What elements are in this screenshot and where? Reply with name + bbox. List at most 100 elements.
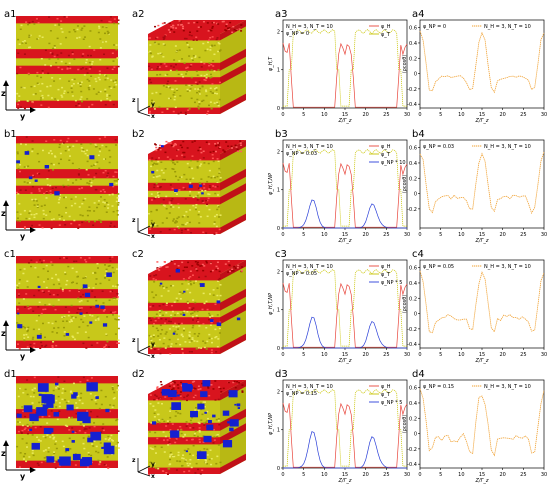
xtick-label: 0 [418, 232, 421, 238]
xtick-label: 30 [404, 232, 410, 238]
svg-text:z: z [132, 457, 136, 464]
corr-plot-a: 0 5 10 15 20 25 30 -0.4 -0.2 0 0.2 0.4 0.6 Z/Γ_z ⟨ρcos… [402, 19, 547, 124]
xtick-label: 25 [520, 232, 526, 238]
xtick-label: 30 [541, 472, 547, 478]
legend-entry: φ_T [381, 152, 391, 158]
xtick-label: 25 [383, 232, 389, 238]
xtick-label: 20 [499, 232, 505, 238]
xlabel: Z/Γ_z [474, 238, 488, 244]
xtick-label: 15 [479, 112, 485, 118]
ytick-label: 0.2 [409, 416, 417, 422]
snapshot-side-a: zy [1, 16, 120, 121]
corr-line [419, 151, 545, 215]
snapshot-cube-b: z yx [132, 140, 246, 240]
panel-label-b2: b2 [132, 129, 145, 140]
xtick-label: 15 [342, 232, 348, 238]
svg-text:y: y [151, 341, 155, 348]
ytick-label: 1 [277, 68, 280, 74]
legend-entry: φ_NP * 10 [381, 160, 406, 166]
xtick-label: 20 [362, 112, 368, 118]
ylabel: ⟨ρcosθ⟩ [402, 415, 408, 434]
xtick-label: 0 [418, 112, 421, 118]
legend-entry: φ_H [381, 144, 391, 150]
ylabel: ⟨ρcosθ⟩ [402, 55, 408, 74]
xtick-label: 10 [458, 112, 464, 118]
svg-text:z: z [132, 97, 136, 104]
snapshot-cube-d: z yx [132, 380, 246, 480]
panel-label-a1: a1 [4, 9, 17, 20]
xtick-label: 10 [458, 472, 464, 478]
phi-text: φ_NP = 0.15 [286, 391, 317, 397]
ytick-label: 1 [277, 428, 280, 434]
xtick-label: 20 [362, 232, 368, 238]
ytick-label: 2 [277, 149, 280, 155]
panel-label-b4: b4 [412, 129, 425, 140]
panel-label-a3: a3 [275, 9, 288, 20]
legend-entry: φ_NP * 5 [381, 400, 402, 406]
ytick-label: -0.4 [407, 342, 417, 348]
svg-text:z: z [132, 337, 136, 344]
params-text: N_H = 3, N_T = 10 [286, 264, 333, 270]
panel-label-d3: d3 [275, 369, 288, 380]
panel-label-c4: c4 [412, 249, 424, 260]
panel-label-c3: c3 [275, 249, 287, 260]
phi-text: φ_NP = 0.05 [286, 271, 317, 277]
corr-plot-b: 0 5 10 15 20 25 30 -0.2 0 0.2 0.4 0.6 Z/Γ_z ⟨ρcosθ⟩ φ_… [402, 139, 547, 244]
ytick-label: 0 [277, 346, 280, 352]
ytick-label: 0.2 [409, 56, 417, 62]
legend-entry: φ_NP * 5 [381, 280, 402, 286]
legend-entry: φ_H [381, 24, 391, 30]
axis-y-label: y [20, 352, 26, 361]
xtick-label: 10 [321, 472, 327, 478]
corr-plot-c: 0 5 10 15 20 25 30 -0.4 -0.2 0 0.2 0.4 0.6 Z/Γ_z ⟨ρcos… [402, 259, 547, 364]
xtick-label: 30 [541, 232, 547, 238]
xtick-label: 20 [362, 352, 368, 358]
params-text: N_H = 3, N_T = 10 [286, 144, 333, 150]
xtick-label: 15 [479, 232, 485, 238]
legend-entry: φ_H [381, 384, 391, 390]
xtick-label: 5 [302, 112, 305, 118]
xtick-label: 0 [281, 472, 284, 478]
svg-text:x: x [151, 233, 155, 240]
ylabel: φ_H,T [268, 56, 274, 71]
density-plot-d: 0 5 10 15 20 25 30 0 1 2 Z/Γ_z φ_H,T,NP φ_H φ_T φ_NP *… [268, 379, 410, 484]
xtick-label: 5 [439, 352, 442, 358]
panel-label-a4: a4 [412, 9, 425, 20]
ytick-label: 1 [277, 188, 280, 194]
xtick-label: 30 [404, 112, 410, 118]
ytick-label: 0.2 [409, 296, 417, 302]
ytick-label: 0 [414, 312, 417, 318]
xlabel: Z/Γ_z [337, 238, 351, 244]
svg-text:x: x [151, 113, 155, 120]
snapshot-side-b: zy [1, 136, 120, 241]
corr-line [419, 270, 545, 334]
ylabel: φ_H,T,NP [268, 173, 274, 195]
ytick-label: -0.4 [407, 102, 417, 108]
ytick-label: 0.4 [409, 281, 417, 287]
ytick-label: -0.2 [407, 87, 417, 93]
xlabel: Z/Γ_z [474, 358, 488, 364]
legend-entry: N_H = 3, N_T = 10 [484, 384, 531, 390]
panel-label-d2: d2 [132, 369, 145, 380]
xlabel: Z/Γ_z [474, 478, 488, 484]
xlabel: Z/Γ_z [337, 478, 351, 484]
ytick-label: -0.2 [407, 207, 417, 213]
snapshot-side-c: zy [1, 256, 120, 361]
ytick-label: 0 [414, 72, 417, 78]
ytick-label: 0.2 [409, 176, 417, 182]
phi-text: φ_NP = 0.05 [423, 264, 454, 270]
series-line [283, 29, 407, 107]
xtick-label: 20 [499, 352, 505, 358]
ytick-label: -0.2 [407, 447, 417, 453]
xtick-label: 25 [383, 112, 389, 118]
xtick-label: 15 [479, 352, 485, 358]
phi-text: φ_NP = 0.03 [286, 151, 317, 157]
density-plot-b: 0 5 10 15 20 25 30 0 1 2 Z/Γ_z φ_H,T,NP φ_H φ_T φ_NP *… [268, 139, 410, 244]
series-line [283, 269, 407, 347]
xtick-label: 5 [302, 232, 305, 238]
phi-text: φ_NP = 0 [423, 24, 446, 30]
xtick-label: 5 [439, 112, 442, 118]
xtick-label: 5 [439, 472, 442, 478]
ylabel: ⟨ρcosθ⟩ [402, 295, 408, 314]
